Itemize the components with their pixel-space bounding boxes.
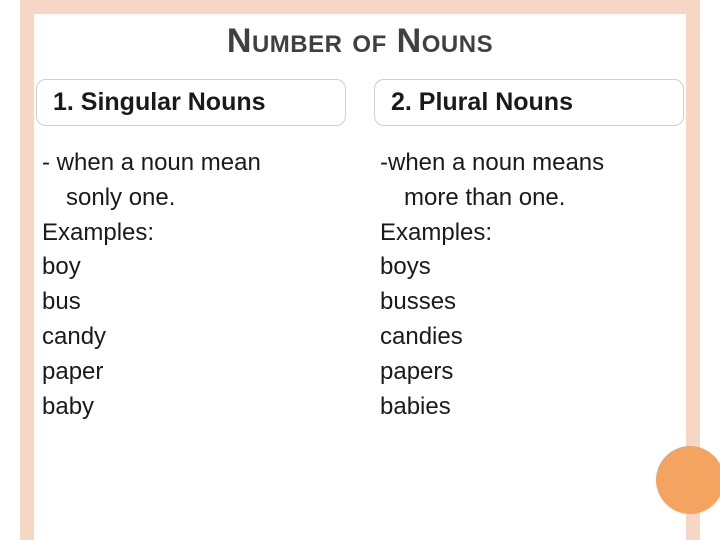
example-item: papers bbox=[380, 358, 453, 385]
example-item: busses bbox=[380, 288, 456, 315]
example-item: candies bbox=[380, 323, 463, 350]
column-singular: 1. Singular Nouns - when a noun mean son… bbox=[36, 79, 346, 424]
column-header-plural: 2. Plural Nouns bbox=[374, 79, 684, 126]
columns-container: 1. Singular Nouns - when a noun mean son… bbox=[34, 79, 686, 424]
desc-line2: more than one. bbox=[380, 184, 565, 211]
example-item: candy bbox=[42, 323, 106, 350]
example-item: babies bbox=[380, 393, 451, 420]
example-item: boys bbox=[380, 253, 431, 280]
column-header-singular: 1. Singular Nouns bbox=[36, 79, 346, 126]
desc-line1: -when a noun means bbox=[380, 149, 604, 176]
slide-content: Number of Nouns 1. Singular Nouns - when… bbox=[34, 14, 686, 540]
decor-band-left bbox=[20, 0, 34, 540]
example-item: bus bbox=[42, 288, 81, 315]
desc-line2: sonly one. bbox=[42, 184, 175, 211]
example-item: boy bbox=[42, 253, 81, 280]
example-item: baby bbox=[42, 393, 94, 420]
examples-label: Examples: bbox=[42, 219, 154, 246]
desc-line1: - when a noun mean bbox=[42, 149, 261, 176]
column-plural: 2. Plural Nouns -when a noun means more … bbox=[374, 79, 684, 424]
example-item: paper bbox=[42, 358, 103, 385]
examples-label: Examples: bbox=[380, 219, 492, 246]
decor-band-top bbox=[20, 0, 700, 14]
page-title: Number of Nouns bbox=[34, 22, 686, 61]
column-body-plural: -when a noun means more than one. Exampl… bbox=[374, 146, 684, 424]
column-body-singular: - when a noun mean sonly one. Examples: … bbox=[36, 146, 346, 424]
